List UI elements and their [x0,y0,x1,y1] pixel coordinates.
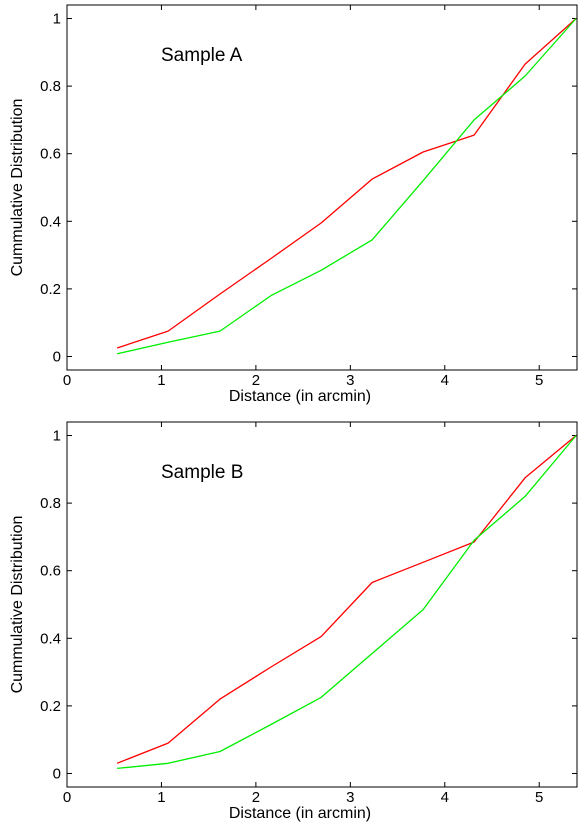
x-tick-label: 4 [441,372,449,389]
plot-frame [66,421,578,788]
y-axis-label: Cummulative Distribution [9,516,26,694]
series-line-1 [116,434,577,764]
x-tick-label: 1 [157,372,165,389]
sample-annotation: Sample A [161,45,243,66]
x-tick-label: 3 [346,789,354,806]
y-tick-label: 0.8 [40,495,61,512]
x-tick-label: 3 [346,372,354,389]
x-tick-label: 2 [252,372,260,389]
y-tick-label: 0.4 [40,213,61,230]
x-axis-label: Distance (in arcmin) [229,388,371,405]
x-tick-label: 2 [252,789,260,806]
series-line-2 [116,18,577,355]
y-tick-label: 0.2 [40,698,61,715]
y-tick-label: 0 [53,765,61,782]
sample-annotation: Sample B [161,462,243,483]
x-tick-label: 4 [441,789,449,806]
y-tick-label: 0.6 [40,563,61,580]
y-tick-label: 0.6 [40,146,61,163]
plot-frame [66,4,578,371]
x-tick-label: 0 [63,372,71,389]
chart-panel-2: 0 1 2 3 4 5 0 0.2 0.4 0.6 0.8 1 Distance (in arcmin)… [9,421,578,822]
x-tick-label: 5 [535,789,543,806]
y-tick-label: 1 [53,11,61,28]
y-tick-label: 0.4 [40,630,61,647]
series-line-1 [116,18,577,349]
x-tick-label: 1 [157,789,165,806]
x-tick-label: 5 [535,372,543,389]
x-axis-label: Distance (in arcmin) [229,805,371,822]
y-tick-label: 0 [53,348,61,365]
y-tick-label: 0.8 [40,78,61,95]
x-tick-label: 0 [63,789,71,806]
chart-panel-1: 0 1 2 3 4 5 0 0.2 0.4 0.6 0.8 1 Distance (in arcmin)… [9,4,578,405]
y-tick-label: 0.2 [40,281,61,298]
y-tick-label: 1 [53,428,61,445]
y-axis-label: Cummulative Distribution [9,99,26,277]
series-line-2 [117,435,577,770]
